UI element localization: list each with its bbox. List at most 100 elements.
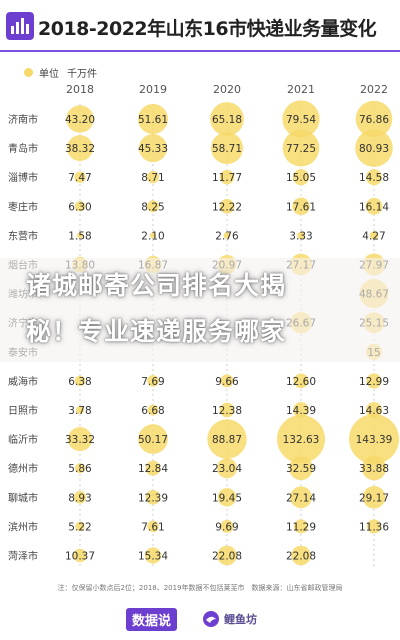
value-label: 16.14 [359,201,389,213]
year-header: 2019 [139,83,167,96]
header-divider [0,50,400,52]
value-label: 3.33 [289,230,312,242]
city-label: 菏泽市 [8,550,38,563]
value-bubble [366,519,382,534]
value-label: 80.93 [359,143,389,155]
value-label: 12.99 [359,376,389,388]
legend-unit-key: 单位 [39,68,59,80]
value-label: 79.54 [286,114,316,126]
city-label: 东营市 [8,229,38,242]
overlay-headline-line1: 诸城邮寄公司排名大揭 [26,271,287,300]
value-bubble [75,405,85,415]
value-label: 12.38 [212,405,242,417]
value-label: 12.84 [138,463,168,475]
value-bubble [369,231,379,240]
value-bubble [217,545,237,566]
value-label: 14.58 [359,172,389,184]
overlay-banner [0,258,400,362]
value-label: 12.22 [212,201,242,213]
footnote: 注：仅保留小数点后2位；2018、2019年数据不包括莱芜市 数据来源：山东省邮… [57,584,343,592]
legend: 单位 千万件 [24,64,97,80]
value-label: 5.22 [68,521,91,533]
brand-right-label: 鲤鱼坊 [224,613,257,626]
value-label: 22.08 [286,551,316,563]
value-label: 50.17 [138,434,168,446]
value-bubble [220,374,234,388]
value-label: 17.61 [286,201,316,213]
year-header: 2021 [287,83,315,96]
value-bubble [145,489,161,505]
value-label: 2.76 [215,230,239,242]
value-bubble [66,105,94,133]
value-label: 45.33 [138,143,168,155]
value-bubble [149,232,157,239]
value-label: 5.86 [68,463,92,475]
brand-left-label: 数据说 [126,607,178,631]
value-label: 43.20 [65,114,95,126]
city-label: 临沂市 [8,433,38,446]
value-bubble [75,521,85,532]
value-bubble [282,100,320,138]
value-bubble [366,402,382,418]
footer: 数据说 鲤鱼坊 [0,602,400,640]
city-label: 淄博市 [8,171,38,184]
value-bubble [282,129,320,167]
value-bubble [146,171,160,184]
value-bubble [74,171,86,183]
value-bubble [362,486,386,509]
value-bubble [366,373,382,389]
value-label: 7.69 [141,376,164,388]
value-bubble [77,232,83,239]
value-label: 6.68 [141,405,164,417]
value-bubble [211,132,243,165]
value-label: 8.93 [68,492,91,504]
value-bubble [147,520,159,533]
legend-unit-value: 千万件 [67,68,97,80]
value-label: 14.63 [359,405,389,417]
value-label: 33.32 [65,434,95,446]
value-bubble [147,404,159,416]
value-label: 38.32 [65,143,95,155]
value-bubble [366,169,382,186]
bird-icon [203,611,219,627]
chart-title: 2018-2022年山东16市快递业务量变化 [38,18,377,40]
value-label: 3.78 [68,405,91,417]
value-label: 29.17 [359,492,389,504]
value-label: 12.60 [286,376,316,388]
value-label: 6.30 [68,201,91,213]
value-label: 32.59 [286,463,316,475]
value-bubble [289,456,313,481]
value-bubble [293,402,309,418]
value-bubble [291,545,311,566]
value-label: 23.04 [212,463,242,475]
value-label: 7.47 [68,172,91,184]
value-label: 65.18 [212,114,242,126]
value-label: 11.29 [286,521,316,533]
value-label: 7.61 [141,521,164,533]
value-bubble [219,199,235,214]
city-label: 滨州市 [8,520,38,533]
value-label: 33.88 [359,463,389,475]
value-bubble [365,197,383,215]
value-label: 58.71 [212,143,242,155]
year-header: 2018 [66,83,94,96]
city-label: 威海市 [8,375,38,388]
value-label: 1.58 [68,230,91,242]
value-bubble [74,463,86,474]
value-label: 10.37 [65,551,95,563]
value-label: 143.39 [356,434,393,446]
value-bubble [147,375,159,387]
value-bubble [144,547,162,564]
year-header: 2022 [360,83,388,96]
value-label: 15.34 [138,551,168,563]
brand-left: 数据说 [126,607,178,631]
city-label: 德州市 [8,462,38,475]
chart-logo-icon [6,12,34,40]
value-label: 14.39 [286,405,316,417]
value-bubble [223,231,231,239]
value-bubble [293,519,309,534]
value-bubble [210,102,244,136]
value-bubble [216,458,238,479]
value-bubble [73,491,87,504]
